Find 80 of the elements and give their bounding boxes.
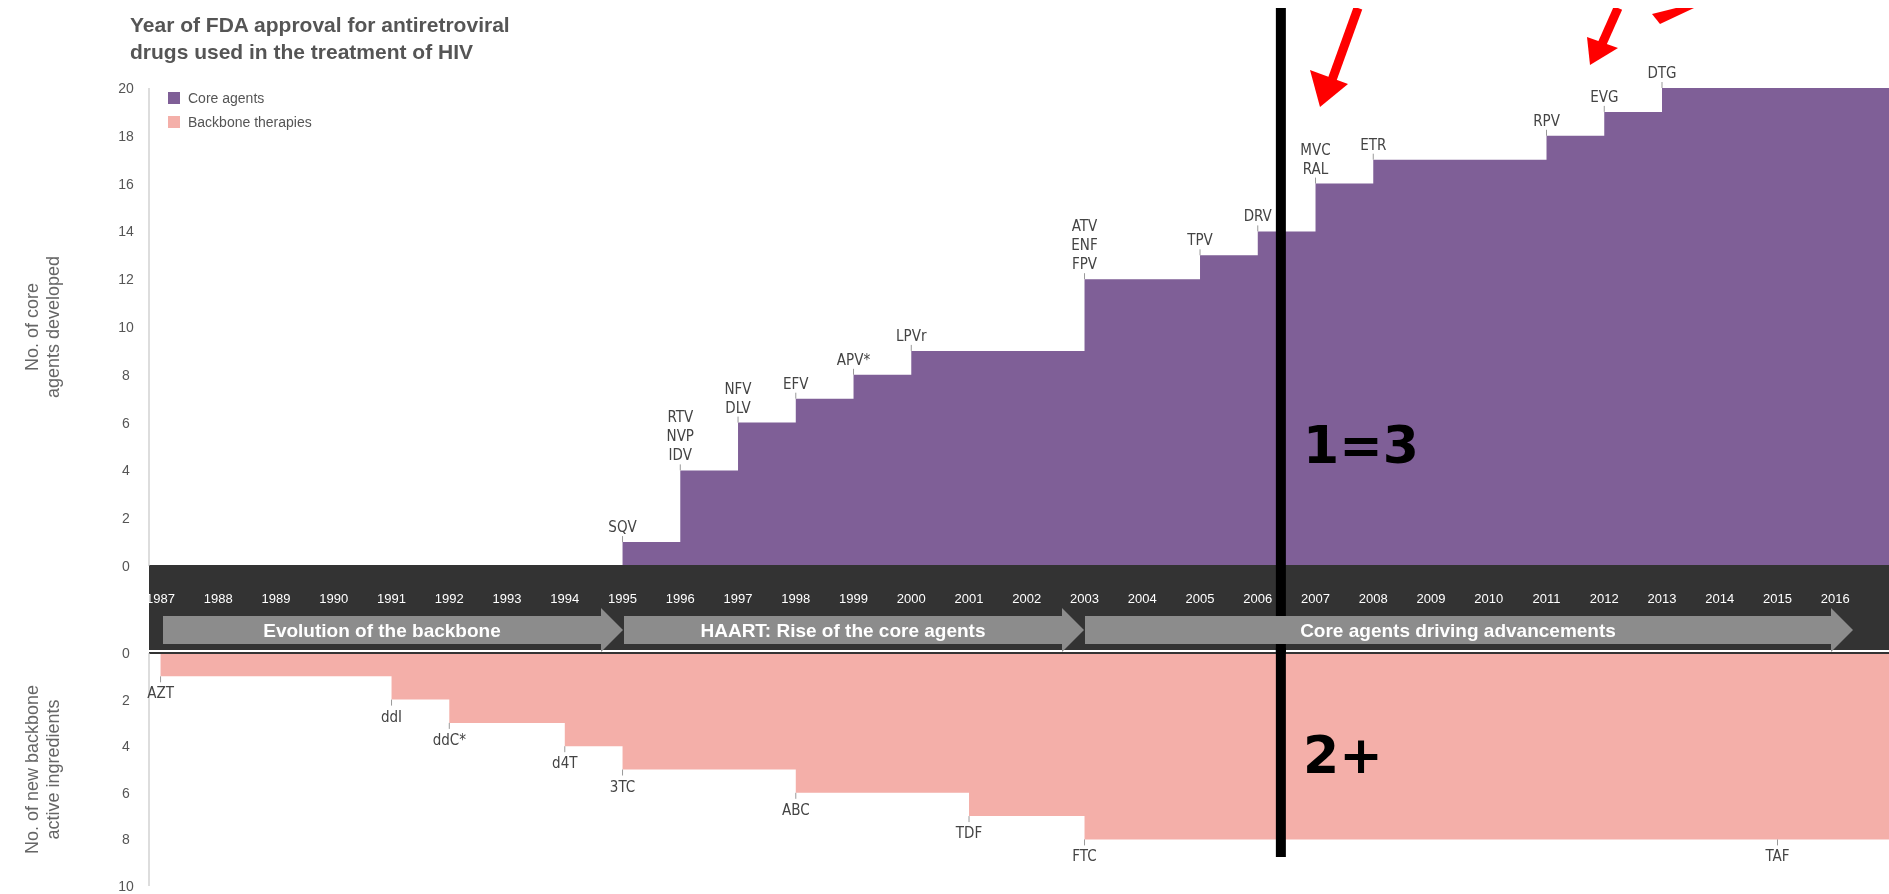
x-tick-label: 2003 [1070,591,1099,606]
annotation: AZT [147,684,175,703]
annotation: TDF [954,824,983,843]
annotation: TPV [1186,231,1214,250]
y-tick-label: 4 [122,462,131,479]
annotation: EFV [783,374,810,393]
y-tick-label: 16 [118,175,134,192]
x-tick-label: 1996 [665,591,695,606]
y-axis-title: No. of new backbone active ingredients [22,684,63,855]
annotation: RPV [1533,111,1561,130]
x-tick-label: 2012 [1589,591,1619,606]
legend-label: Backbone therapies [188,114,312,130]
y-tick-label: 8 [122,831,131,848]
annotation: ATV ENF FPV [1071,217,1099,274]
annotation: ETR [1360,135,1387,154]
x-tick-label: 1992 [434,591,464,606]
text: HAART: Rise of the core agents [700,620,986,641]
annotation: SQV [608,518,638,537]
text: Evolution of the backbone [263,620,501,641]
annotation: TAF [1764,847,1790,866]
x-tick-label: 1998 [781,591,811,606]
annotation: DRV [1243,207,1273,226]
x-tick-label: 2007 [1301,591,1330,606]
y-tick-label: 14 [118,223,134,240]
y-tick-label: 8 [122,366,131,383]
y-tick-label: 10 [118,319,134,335]
x-tick-label: 1988 [203,591,233,606]
x-tick-label: 2014 [1705,591,1735,606]
annotation: LPVr [896,326,927,345]
annotation: NFV DLV [724,379,753,417]
y-tick-label: 2 [122,691,131,708]
y-tick-label: 18 [118,127,134,144]
y-tick-label: 20 [118,80,134,96]
annotation: ABC [781,800,810,819]
annotation: MVC RAL [1300,140,1331,178]
annotation: d4T [552,754,579,773]
x-tick-label: 1994 [550,591,580,606]
x-tick-label: 2006 [1243,591,1273,606]
y-tick-label: 6 [122,784,131,801]
x-tick-label: 1989 [261,591,291,606]
y-tick-label: 12 [118,271,134,288]
y-tick-label: 6 [122,414,131,431]
y-axis-title: No. of core agents developed [22,255,63,399]
x-tick-label: 2000 [896,591,926,606]
annotation: FTC [1072,847,1097,866]
annotation: DTG [1647,64,1677,82]
text: Core agents driving advancements [1300,620,1616,641]
x-tick-label: 2009 [1416,591,1446,606]
annotation: RTV NVP IDV [666,408,695,465]
legend-label: Core agents [188,90,265,106]
x-tick-label: 2004 [1127,591,1157,606]
x-tick-label: 2005 [1185,591,1215,606]
y-tick-label: 2 [122,510,131,527]
x-tick-label: 1997 [723,591,753,606]
annotation: ddC* [432,730,467,749]
y-tick-label: 4 [122,738,131,755]
x-tick-label: 1999 [839,591,868,606]
x-tick-label: 2015 [1763,591,1792,606]
x-tick-label: 2016 [1820,591,1850,606]
x-tick-label: 2013 [1647,591,1677,606]
x-tick-label: 2010 [1474,591,1504,606]
x-tick-label: 2008 [1358,591,1388,606]
x-tick-label: 1987 [146,591,176,606]
x-tick-label: 2002 [1012,591,1042,606]
y-tick-label: 0 [122,558,131,574]
x-tick-label: 2001 [954,591,984,606]
x-tick-label: 1993 [492,591,522,606]
y-tick-label: 10 [118,878,134,894]
annotation: APV* [836,350,871,369]
annotation: EVG [1590,87,1619,106]
annotation: 1=3 [1303,415,1419,475]
y-tick-label: 0 [122,645,131,661]
x-tick-label: 1991 [377,591,406,606]
x-tick-label: 1995 [608,591,637,606]
chart-title: Year of FDA approval for antiretroviral drugs used in the treatment of HIV [130,13,510,63]
annotation: ddI [380,707,403,726]
x-tick-label: 1990 [319,591,349,606]
annotation: 3TC [609,777,636,796]
x-tick-label: 2011 [1532,591,1561,606]
annotation: 2+ [1303,725,1383,785]
